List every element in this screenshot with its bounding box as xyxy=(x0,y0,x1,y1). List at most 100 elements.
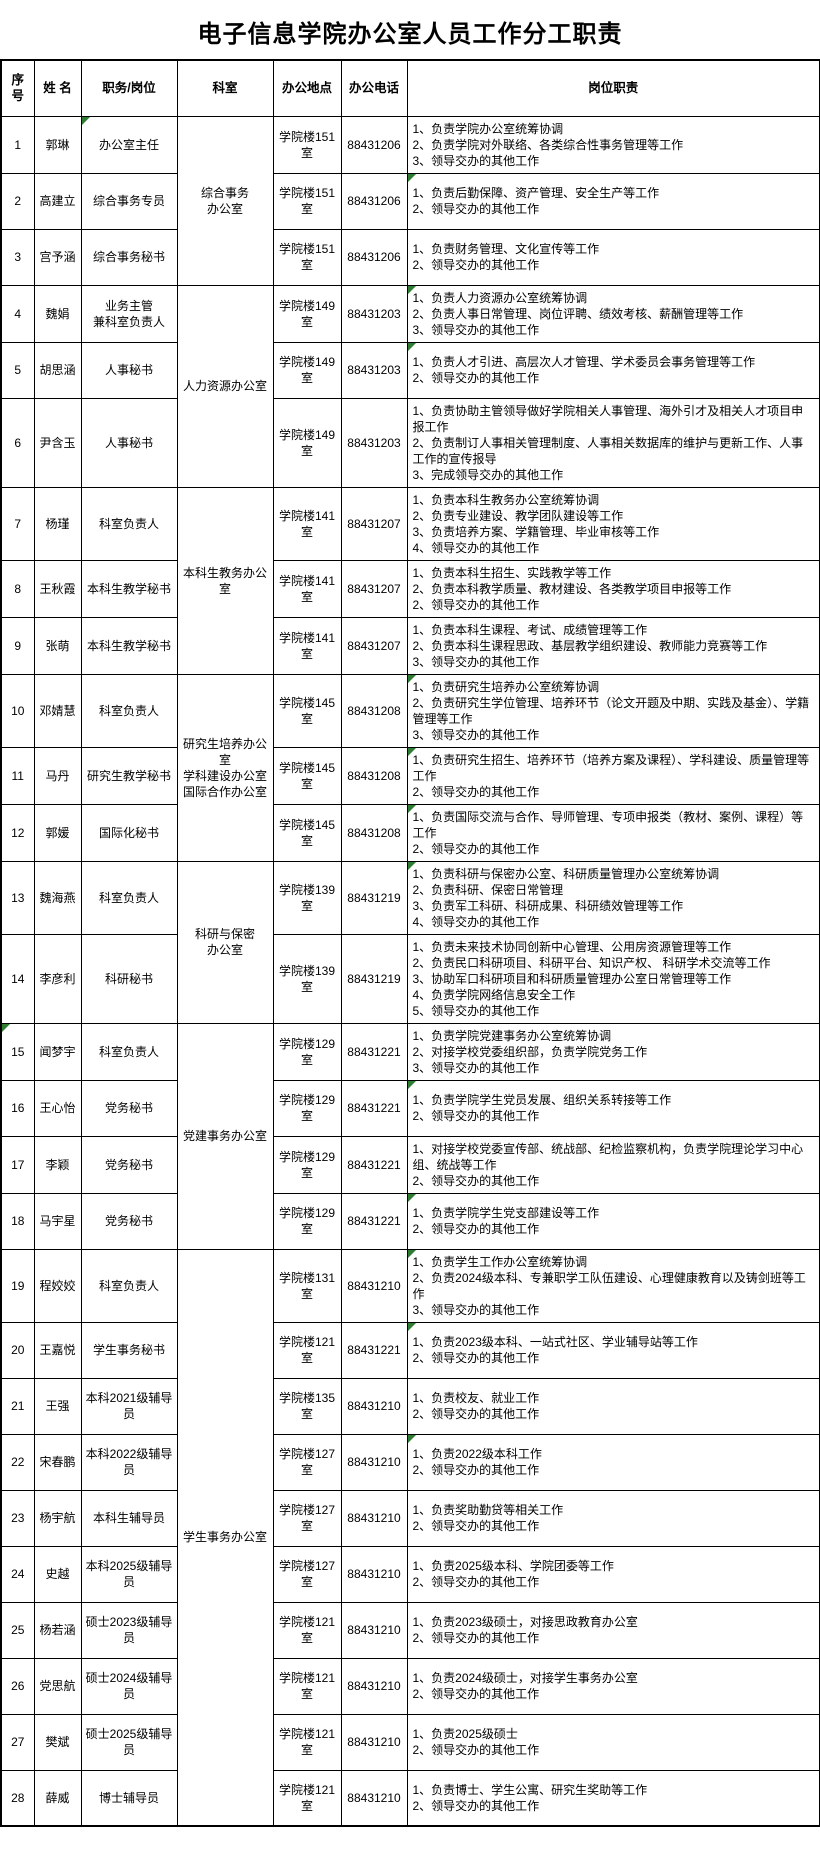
responsibility-line: 1、负责未来技术协同创新中心管理、公用房资源管理等工作 xyxy=(412,939,732,954)
table-row: 16 王心怡 党务秘书 学院楼129室 88431221 1、负责学院学生党员发展、组织关… xyxy=(0,1079,820,1137)
cell-phone: 88431203 xyxy=(340,397,408,488)
cell-name: 王嘉悦 xyxy=(33,1321,82,1379)
responsibility-line: 3、领导交办的其他工作 xyxy=(412,153,540,168)
table-row: 18 马宇星 党务秘书 学院楼129室 88431221 1、负责学院学生党支部建设等工作… xyxy=(0,1192,820,1250)
responsibility-line: 1、负责科研与保密办公室、科研质量管理办公室统筹协调 xyxy=(412,866,720,881)
cell-name: 魏海燕 xyxy=(33,860,82,935)
cell-duty: 本科2025级辅导员 xyxy=(80,1545,178,1603)
table-row: 6 尹含玉 人事秘书 学院楼149室 88431203 1、负责协助主管领导做好学院相关人… xyxy=(0,397,820,488)
cell-location: 学院楼141室 xyxy=(272,616,342,675)
table-row: 8 王秋霞 本科生教学秘书 学院楼141室 88431207 1、负责本科生招生、实践教学… xyxy=(0,559,820,618)
cell-location: 学院楼149室 xyxy=(272,284,342,343)
cell-duty: 科室负责人 xyxy=(80,1248,178,1323)
responsibility-line: 2、领导交办的其他工作 xyxy=(412,1519,540,1533)
responsibility-line: 2、领导交办的其他工作 xyxy=(412,258,540,272)
responsibility-line: 3、领导交办的其他工作 xyxy=(412,1302,540,1317)
cell-phone: 88431210 xyxy=(340,1489,408,1547)
cell-no: 14 xyxy=(0,933,35,1024)
cell-name: 邓婧慧 xyxy=(33,673,82,748)
table-row: 12 郭媛 国际化秘书 学院楼145室 88431208 1、负责国际交流与合作、导师管理… xyxy=(0,803,820,862)
responsibility-line: 1、负责2022级本科工作 xyxy=(412,1447,542,1461)
cell-phone: 88431210 xyxy=(340,1545,408,1603)
cell-no: 25 xyxy=(0,1601,35,1659)
cell-responsibilities: 1、负责学院学生党员发展、组织关系转接等工作 2、领导交办的其他工作 xyxy=(406,1079,820,1137)
cell-no: 18 xyxy=(0,1192,35,1250)
cell-no: 5 xyxy=(0,341,35,399)
table-row: 27 樊斌 硕士2025级辅导员 学院楼121室 88431210 1、负责2025级硕士… xyxy=(0,1713,820,1771)
cell-no: 20 xyxy=(0,1321,35,1379)
cell-location: 学院楼131室 xyxy=(272,1248,342,1323)
cell-no: 7 xyxy=(0,486,35,561)
cell-location: 学院楼141室 xyxy=(272,486,342,561)
cell-duty: 党务秘书 xyxy=(80,1135,178,1194)
cell-phone: 88431208 xyxy=(340,746,408,805)
cell-name: 杨若涵 xyxy=(33,1601,82,1659)
cell-name: 宫予涵 xyxy=(33,228,82,286)
cell-location: 学院楼121室 xyxy=(272,1769,342,1827)
cell-duty: 业务主管 兼科室负责人 xyxy=(80,284,178,343)
document-page: 电子信息学院办公室人员工作分工职责 序号 姓 名 职务/岗位 科室 办公地点 办… xyxy=(0,14,820,1827)
cell-no: 10 xyxy=(0,673,35,748)
cell-location: 学院楼129室 xyxy=(272,1022,342,1081)
cell-phone: 88431219 xyxy=(340,933,408,1024)
cell-responsibilities: 1、负责人力资源办公室统筹协调 2、负责人事日常管理、岗位评聘、绩效考核、薪酬管理… xyxy=(406,284,820,343)
cell-name: 高建立 xyxy=(33,172,82,230)
cell-location: 学院楼127室 xyxy=(272,1545,342,1603)
cell-location: 学院楼139室 xyxy=(272,933,342,1024)
cell-location: 学院楼141室 xyxy=(272,559,342,618)
cell-duty: 本科生教学秘书 xyxy=(80,616,178,675)
cell-responsibilities: 1、负责财务管理、文化宣传等工作 2、领导交办的其他工作 xyxy=(406,228,820,286)
header-no: 序号 xyxy=(0,59,35,117)
cell-name: 张萌 xyxy=(33,616,82,675)
cell-location: 学院楼151室 xyxy=(272,228,342,286)
cell-duty: 科室负责人 xyxy=(80,673,178,748)
responsibility-line: 1、负责后勤保障、资产管理、安全生产等工作 xyxy=(412,186,660,200)
cell-no: 13 xyxy=(0,860,35,935)
cell-no: 22 xyxy=(0,1433,35,1491)
table-row: 15 闻梦宇 科室负责人 党建事务办公室 学院楼129室 88431221 1、负责学院党建… xyxy=(0,1022,820,1250)
cell-name: 郭媛 xyxy=(33,803,82,862)
cell-phone: 88431206 xyxy=(340,172,408,230)
cell-duty: 本科2021级辅导员 xyxy=(80,1377,178,1435)
cell-phone: 88431206 xyxy=(340,228,408,286)
responsibility-line: 3、负责培养方案、学籍管理、毕业审核等工作 xyxy=(412,524,660,539)
responsibility-line: 1、负责2025级本科、学院团委等工作 xyxy=(412,1559,614,1573)
cell-location: 学院楼145室 xyxy=(272,746,342,805)
cell-no: 26 xyxy=(0,1657,35,1715)
table-row: 20 王嘉悦 学生事务秘书 学院楼121室 88431221 1、负责2023级本科、一站… xyxy=(0,1321,820,1379)
responsibility-line: 2、领导交办的其他工作 xyxy=(412,371,540,385)
table-row: 2 高建立 综合事务专员 学院楼151室 88431206 1、负责后勤保障、资产管理、安… xyxy=(0,172,820,230)
table-row: 24 史越 本科2025级辅导员 学院楼127室 88431210 1、负责2025级本科… xyxy=(0,1545,820,1603)
responsibility-line: 2、对接学校党委组织部，负责学院党务工作 xyxy=(412,1044,648,1059)
cell-no: 12 xyxy=(0,803,35,862)
cell-department: 科研与保密 办公室 xyxy=(176,860,274,1024)
responsibility-line: 2、领导交办的其他工作 xyxy=(412,1687,540,1701)
responsibility-line: 2、领导交办的其他工作 xyxy=(412,784,540,799)
cell-location: 学院楼127室 xyxy=(272,1433,342,1491)
responsibility-line: 1、负责学生工作办公室统筹协调 xyxy=(412,1254,588,1269)
cell-phone: 88431210 xyxy=(340,1433,408,1491)
cell-phone: 88431221 xyxy=(340,1321,408,1379)
cell-location: 学院楼149室 xyxy=(272,341,342,399)
cell-phone: 88431207 xyxy=(340,559,408,618)
table-row: 13 魏海燕 科室负责人 科研与保密 办公室 学院楼139室 88431219 1、负责科研… xyxy=(0,860,820,1024)
cell-no: 4 xyxy=(0,284,35,343)
cell-duty: 学生事务秘书 xyxy=(80,1321,178,1379)
header-responsibility: 岗位职责 xyxy=(406,59,820,117)
responsibility-line: 2、领导交办的其他工作 xyxy=(412,1798,540,1813)
cell-duty: 办公室主任 xyxy=(80,115,178,174)
cell-name: 程姣姣 xyxy=(33,1248,82,1323)
cell-name: 王强 xyxy=(33,1377,82,1435)
cell-location: 学院楼135室 xyxy=(272,1377,342,1435)
responsibility-line: 3、协助军口科研项目和科研质量管理办公室日常管理等工作 xyxy=(412,971,732,986)
cell-responsibilities: 1、负责本科生招生、实践教学等工作 2、负责本科教学质量、教材建设、各类教学项目申… xyxy=(406,559,820,618)
cell-phone: 88431207 xyxy=(340,486,408,561)
cell-phone: 88431203 xyxy=(340,284,408,343)
cell-responsibilities: 1、负责研究生培养办公室统筹协调 2、负责研究生学位管理、培养环节（论文开题及中期… xyxy=(406,673,820,748)
cell-no: 15 xyxy=(0,1022,35,1081)
cell-location: 学院楼145室 xyxy=(272,803,342,862)
cell-responsibilities: 1、负责2025级硕士 2、领导交办的其他工作 xyxy=(406,1713,820,1771)
cell-duty: 党务秘书 xyxy=(80,1192,178,1250)
table-body: 1 郭琳 办公室主任 综合事务 办公室 学院楼151室 88431206 1、负责学院办公室… xyxy=(0,115,820,1827)
responsibility-line: 2、负责制订人事相关管理制度、人事相关数据库的维护与更新工作、人事工作的宣传报导 xyxy=(412,435,804,466)
